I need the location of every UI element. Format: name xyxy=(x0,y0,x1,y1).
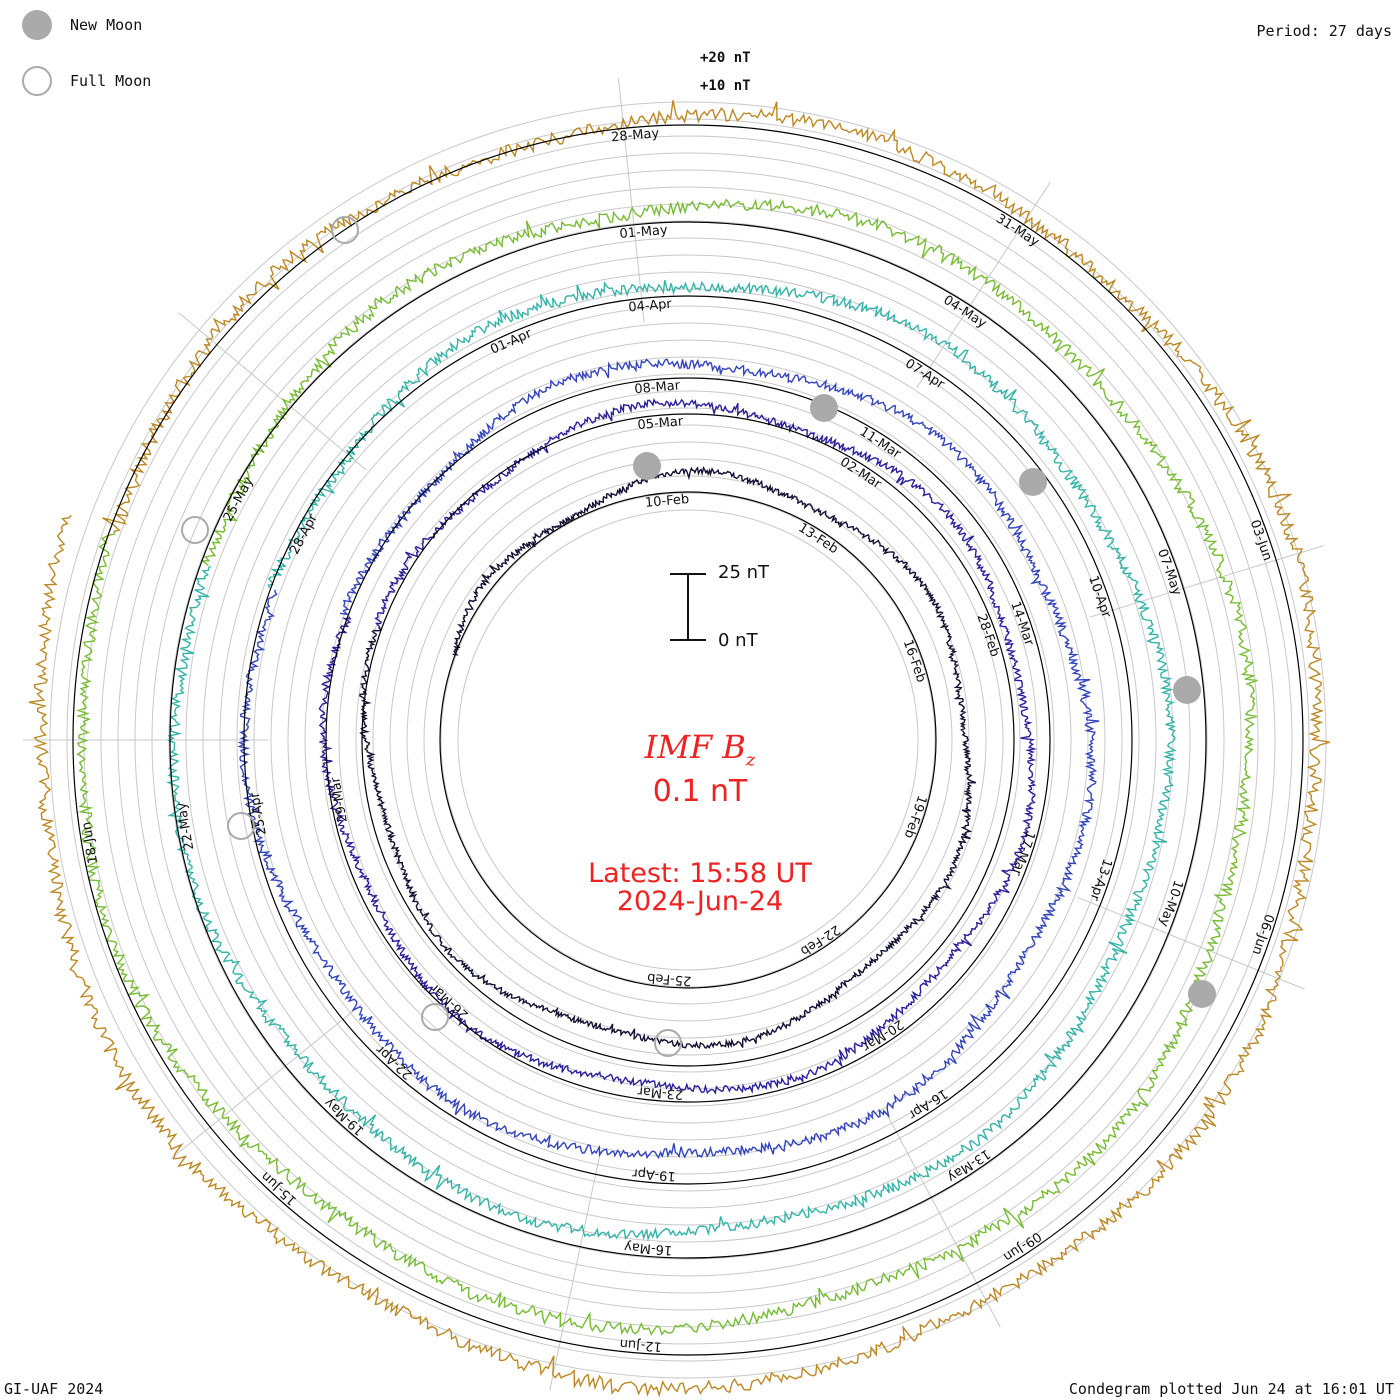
baseline-circle xyxy=(243,295,1133,1185)
date-label: 25-May xyxy=(221,475,257,525)
date-label: 11-Mar xyxy=(857,424,904,462)
spoke-line xyxy=(178,312,367,471)
date-label: 10-Apr xyxy=(1085,574,1114,621)
spoke-line xyxy=(1089,545,1325,618)
spoke-line xyxy=(884,1110,1001,1328)
series-line xyxy=(359,466,977,1050)
full-moon-marker xyxy=(181,516,209,544)
grid-circle xyxy=(389,441,987,1039)
series-line xyxy=(166,280,1177,1242)
ring-scale-label: +20 nT xyxy=(700,50,751,66)
date-label: 02-Mar xyxy=(837,455,884,493)
full-moon-marker xyxy=(227,812,255,840)
date-label: 18-Jun xyxy=(79,821,101,865)
baseline-circles xyxy=(72,124,1304,1356)
date-label: 10-Feb xyxy=(644,492,689,511)
date-label: 12-Jun xyxy=(619,1336,662,1354)
new-moon-icon xyxy=(22,10,52,40)
date-label: 04-Apr xyxy=(628,297,673,316)
new-moon-marker xyxy=(1188,980,1216,1008)
title-main: IMF B xyxy=(644,728,746,766)
date-label: 08-Mar xyxy=(634,378,682,397)
full-moon-marker xyxy=(331,216,359,244)
spoke-line xyxy=(1077,896,1305,990)
date-label: 31-May xyxy=(993,211,1042,250)
grid-circle xyxy=(440,492,936,988)
new-moon-marker xyxy=(1019,468,1047,496)
date-label: 09-Jun xyxy=(1000,1228,1044,1264)
moon-markers xyxy=(181,216,1216,1057)
spoke-line xyxy=(549,1150,602,1391)
series-line xyxy=(28,100,1330,1398)
series-line xyxy=(318,398,1038,1095)
scale-bar-top-label: 25 nT xyxy=(718,562,770,583)
grid-circle xyxy=(457,509,919,971)
baseline-circle xyxy=(439,491,937,989)
date-label: 28-May xyxy=(611,126,661,145)
baseline-circle xyxy=(72,124,1304,1356)
grid-circle xyxy=(304,356,1072,1124)
grid-circle xyxy=(321,373,1055,1107)
date-label: 01-May xyxy=(619,223,669,242)
grid-circle xyxy=(355,407,1021,1073)
date-label: 28-Feb xyxy=(973,612,1002,659)
series-line xyxy=(237,358,1100,1160)
date-label: 23-Mar xyxy=(636,1083,683,1102)
period-label: Period: 27 days xyxy=(1256,22,1392,40)
legend-full-moon: Full Moon xyxy=(22,66,151,96)
series-line xyxy=(75,198,1258,1336)
date-label: 16-May xyxy=(623,1239,672,1258)
chart-title: IMF Bz xyxy=(0,728,1400,770)
new-moon-marker xyxy=(633,452,661,480)
latest-time: Latest: 15:58 UT xyxy=(588,858,812,889)
date-label: 22-Feb xyxy=(797,921,842,958)
plotted-timestamp: Condegram plotted Jun 24 at 16:01 UT xyxy=(1068,1380,1394,1398)
new-moon-marker xyxy=(810,394,838,422)
latest-date: 2024-Jun-24 xyxy=(616,886,784,917)
spoke-line xyxy=(170,1003,362,1159)
full-moon-marker xyxy=(654,1029,682,1057)
legend-new-moon: New Moon xyxy=(22,10,142,40)
date-label: 22-Apr xyxy=(373,1041,416,1082)
scale-bar xyxy=(670,573,706,641)
grid-circle xyxy=(372,424,1004,1056)
title-subscript: z xyxy=(745,749,756,771)
date-label: 20-Mar xyxy=(859,1016,906,1054)
date-label: 01-Apr xyxy=(488,326,534,358)
legend-full-moon-label: Full Moon xyxy=(70,72,152,90)
current-value: 0.1 nT xyxy=(652,774,748,809)
radial-spokes xyxy=(23,78,1325,1391)
credit-label: GI-UAF 2024 xyxy=(4,1380,104,1398)
date-label: 25-Feb xyxy=(647,970,692,988)
full-moon-icon xyxy=(22,66,52,96)
grid-circle xyxy=(406,458,970,1022)
data-traces xyxy=(28,100,1330,1398)
grid-circle xyxy=(270,322,1106,1158)
date-label: 19-Apr xyxy=(631,1165,676,1183)
ring-scale-label: +10 nT xyxy=(700,78,751,94)
grid-circle xyxy=(287,339,1089,1141)
ring-scale-labels: +20 nT +10 nT xyxy=(700,50,751,94)
baseline-circle xyxy=(169,221,1207,1259)
new-moon-marker xyxy=(1173,676,1201,704)
legend-new-moon-label: New Moon xyxy=(70,16,143,34)
scale-bar-bottom-label: 0 nT xyxy=(718,630,758,651)
baseline-circle xyxy=(361,413,1015,1067)
full-moon-marker xyxy=(421,1003,449,1031)
baseline-circle xyxy=(325,377,1051,1103)
date-label: 05-Mar xyxy=(637,414,685,433)
